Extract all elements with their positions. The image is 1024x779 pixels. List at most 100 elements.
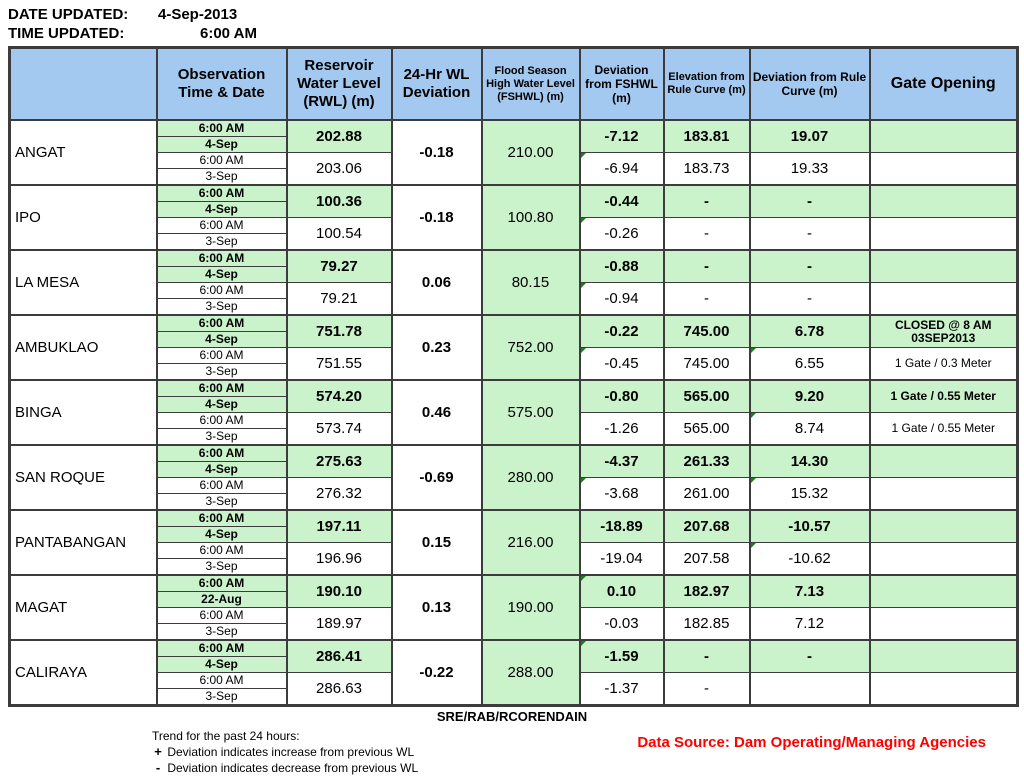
rwl-current: 79.27 (285, 249, 393, 283)
dev24: 0.23 (390, 314, 483, 381)
dev-rule-current: -10.57 (748, 509, 871, 543)
rwl-current: 751.78 (285, 314, 393, 348)
obs-time-prev: 6:00 AM (155, 282, 288, 299)
dev-fshwl-current: -18.89 (578, 509, 665, 543)
dev-fshwl-prev: -0.26 (578, 217, 665, 251)
dev-fshwl-current: -0.22 (578, 314, 665, 348)
fshwl: 210.00 (480, 119, 581, 186)
preparer-initials: SRE/RAB/RCORENDAIN (436, 709, 588, 724)
rwl-current: 197.11 (285, 509, 393, 543)
dam-name: LA MESA (8, 249, 158, 316)
dev-fshwl-current: -0.80 (578, 379, 665, 413)
dev-fshwl-current: -0.44 (578, 184, 665, 218)
rwl-current: 100.36 (285, 184, 393, 218)
dam-name: PANTABANGAN (8, 509, 158, 576)
elev-rule-current: - (662, 249, 751, 283)
obs-time-prev: 6:00 AM (155, 152, 288, 169)
gate-prev (868, 542, 1019, 576)
gate-prev: 1 Gate / 0.3 Meter (868, 347, 1019, 381)
dev24: 0.15 (390, 509, 483, 576)
gate-current (868, 184, 1019, 218)
rwl-current: 286.41 (285, 639, 393, 673)
trend-title: Trend for the past 24 hours: (152, 729, 300, 743)
elev-rule-prev: - (662, 217, 751, 251)
dev-rule-current: - (748, 184, 871, 218)
fshwl: 190.00 (480, 574, 581, 641)
time-updated-value: 6:00 AM (200, 25, 257, 42)
obs-time-prev: 6:00 AM (155, 347, 288, 364)
gate-current (868, 574, 1019, 608)
gate-prev (868, 152, 1019, 186)
fshwl: 288.00 (480, 639, 581, 706)
plus-icon: + (154, 744, 162, 759)
obs-date-prev: 3-Sep (155, 233, 288, 251)
obs-date-prev: 3-Sep (155, 558, 288, 576)
obs-date-current: 4-Sep (155, 396, 288, 413)
fshwl: 280.00 (480, 444, 581, 511)
gate-current (868, 119, 1019, 153)
obs-time-current: 6:00 AM (155, 574, 288, 592)
elev-rule-prev: 182.85 (662, 607, 751, 641)
dam-name: AMBUKLAO (8, 314, 158, 381)
dev-rule-prev: 6.55 (748, 347, 871, 381)
obs-date-current: 22-Aug (155, 591, 288, 608)
obs-date-current: 4-Sep (155, 331, 288, 348)
dev-rule-current: - (748, 249, 871, 283)
dev-rule-current: - (748, 639, 871, 673)
data-source-note: Data Source: Dam Operating/Managing Agen… (637, 734, 986, 751)
elev-rule-current: 207.68 (662, 509, 751, 543)
obs-time-prev: 6:00 AM (155, 672, 288, 689)
gate-prev (868, 282, 1019, 316)
gate-current (868, 639, 1019, 673)
rwl-prev: 189.97 (285, 607, 393, 641)
trend-decrease-text: Deviation indicates decrease from previo… (167, 761, 419, 775)
dev24: -0.18 (390, 119, 483, 186)
dev24: 0.06 (390, 249, 483, 316)
dam-row-ambuklao: AMBUKLAO 6:00 AM 751.78 0.23 752.00 -0.2… (8, 314, 1019, 381)
dev-rule-prev: 19.33 (748, 152, 871, 186)
dam-name: ANGAT (8, 119, 158, 186)
gate-prev (868, 607, 1019, 641)
dev-fshwl-prev: -0.45 (578, 347, 665, 381)
dam-row-pantabangan: PANTABANGAN 6:00 AM 197.11 0.15 216.00 -… (8, 509, 1019, 576)
dev-fshwl-current: -7.12 (578, 119, 665, 153)
col-elev-rule-curve: Elevation from Rule Curve (m) (662, 46, 751, 121)
corner-header-cell (8, 46, 158, 121)
col-dev-fshwl: Deviation from FSHWL (m) (578, 46, 665, 121)
update-header: DATE UPDATED: 4-Sep-2013 TIME UPDATED: 6… (0, 0, 1024, 46)
minus-icon: - (155, 760, 161, 775)
dev24: -0.18 (390, 184, 483, 251)
table-header: Observation Time & Date Reservoir Water … (8, 46, 1019, 121)
obs-date-prev: 3-Sep (155, 688, 288, 706)
obs-date-prev: 3-Sep (155, 298, 288, 316)
elev-rule-prev: 261.00 (662, 477, 751, 511)
dev-rule-current: 19.07 (748, 119, 871, 153)
footer: Trend for the past 24 hours: + Deviation… (152, 728, 986, 776)
obs-date-current: 4-Sep (155, 136, 288, 153)
dev-rule-prev: 15.32 (748, 477, 871, 511)
elev-rule-current: - (662, 184, 751, 218)
dev-rule-prev: 7.12 (748, 607, 871, 641)
gate-prev (868, 477, 1019, 511)
obs-time-prev: 6:00 AM (155, 412, 288, 429)
obs-date-current: 4-Sep (155, 266, 288, 283)
fshwl: 100.80 (480, 184, 581, 251)
dev-fshwl-prev: -1.26 (578, 412, 665, 446)
dev-fshwl-prev: -1.37 (578, 672, 665, 706)
dam-name: BINGA (8, 379, 158, 446)
dev-rule-prev: 8.74 (748, 412, 871, 446)
gate-prev (868, 217, 1019, 251)
dev-fshwl-prev: -3.68 (578, 477, 665, 511)
dev-rule-prev (748, 672, 871, 706)
dam-row-la-mesa: LA MESA 6:00 AM 79.27 0.06 80.15 -0.88 -… (8, 249, 1019, 316)
trend-increase-text: Deviation indicates increase from previo… (167, 745, 415, 759)
dam-name: SAN ROQUE (8, 444, 158, 511)
dam-row-san-roque: SAN ROQUE 6:00 AM 275.63 -0.69 280.00 -4… (8, 444, 1019, 511)
dev-rule-prev: - (748, 217, 871, 251)
dam-row-binga: BINGA 6:00 AM 574.20 0.46 575.00 -0.80 5… (8, 379, 1019, 446)
obs-date-current: 4-Sep (155, 201, 288, 218)
dev-rule-current: 9.20 (748, 379, 871, 413)
elev-rule-current: 565.00 (662, 379, 751, 413)
gate-current: 1 Gate / 0.55 Meter (868, 379, 1019, 413)
fshwl: 752.00 (480, 314, 581, 381)
